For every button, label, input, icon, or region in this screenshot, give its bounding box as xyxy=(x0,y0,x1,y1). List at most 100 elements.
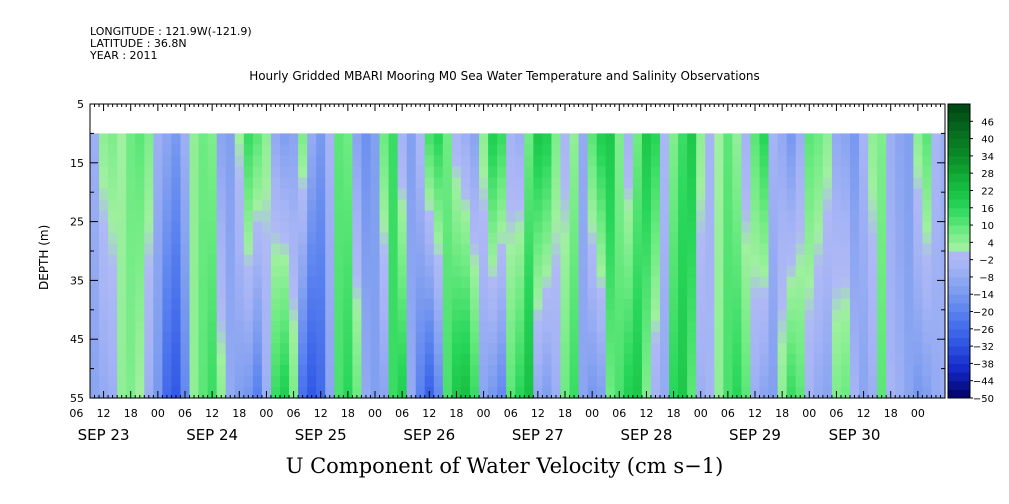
heatmap-cell xyxy=(252,254,263,267)
heatmap-cell xyxy=(641,353,652,366)
heatmap-cell xyxy=(108,254,118,267)
heatmap-cell xyxy=(777,133,788,146)
heatmap-cell xyxy=(117,342,127,355)
heatmap-cell xyxy=(587,199,598,212)
heatmap-cell xyxy=(596,353,607,366)
heatmap-cell xyxy=(298,210,308,223)
heatmap-cell xyxy=(678,177,688,190)
heatmap-cell xyxy=(108,375,118,388)
heatmap-cell xyxy=(352,342,363,355)
heatmap-cell xyxy=(587,155,598,168)
heatmap-cell xyxy=(777,309,788,322)
heatmap-cell xyxy=(687,254,697,267)
heatmap-cell xyxy=(280,155,290,168)
heatmap-cell xyxy=(877,287,887,300)
heatmap-cell xyxy=(307,155,317,168)
heatmap-cell xyxy=(108,177,118,190)
heatmap-cell xyxy=(850,309,860,322)
heatmap-cell xyxy=(822,298,833,311)
heatmap-cell xyxy=(569,155,580,168)
heatmap-cell xyxy=(460,265,471,278)
heatmap-cell xyxy=(225,386,236,399)
heatmap-cell xyxy=(252,375,263,388)
heatmap-cell xyxy=(379,276,390,289)
heatmap-cell xyxy=(650,353,661,366)
heatmap-cell xyxy=(334,320,344,333)
heatmap-cell xyxy=(578,232,589,245)
heatmap-cell xyxy=(189,320,200,333)
heatmap-cell xyxy=(126,375,136,388)
heatmap-cell xyxy=(361,276,372,289)
heatmap-cell xyxy=(822,287,833,300)
heatmap-cell xyxy=(750,144,761,157)
heatmap-cell xyxy=(280,386,290,399)
heatmap-cell xyxy=(641,133,652,146)
heatmap-cell xyxy=(850,353,860,366)
heatmap-cell xyxy=(822,155,833,168)
heatmap-cell xyxy=(225,188,236,201)
heatmap-cell xyxy=(877,353,887,366)
heatmap-cell xyxy=(650,155,661,168)
heatmap-cell xyxy=(361,133,372,146)
heatmap-cell xyxy=(270,177,281,190)
heatmap-cell xyxy=(696,364,706,377)
heatmap-cell xyxy=(171,232,182,245)
heatmap-cell xyxy=(542,309,553,322)
heatmap-cell xyxy=(243,386,254,399)
heatmap-cell xyxy=(551,177,562,190)
heatmap-cell xyxy=(289,243,299,256)
latitude-label: LATITUDE : 36.8N xyxy=(90,37,187,50)
y-tick-label: 55 xyxy=(70,392,84,405)
heatmap-cell xyxy=(334,265,344,278)
heatmap-cell xyxy=(542,331,553,344)
heatmap-cell xyxy=(234,331,245,344)
heatmap-cell xyxy=(786,353,797,366)
heatmap-cell xyxy=(144,375,154,388)
heatmap-cell xyxy=(596,133,607,146)
heatmap-cell xyxy=(270,320,281,333)
heatmap-cell xyxy=(850,221,860,234)
heatmap-cell xyxy=(162,133,173,146)
heatmap-cell xyxy=(90,342,100,355)
heatmap-cell xyxy=(207,298,218,311)
heatmap-cell xyxy=(904,375,914,388)
heatmap-cell xyxy=(144,353,154,366)
heatmap-cell xyxy=(388,177,399,190)
heatmap-cell xyxy=(542,155,553,168)
heatmap-cell xyxy=(289,177,299,190)
heatmap-cell xyxy=(759,287,770,300)
heatmap-cell xyxy=(334,166,344,179)
heatmap-cell xyxy=(605,287,616,300)
heatmap-cell xyxy=(777,375,788,388)
heatmap-cell xyxy=(343,309,353,322)
x-hour-label: 12 xyxy=(857,407,871,420)
heatmap-cell xyxy=(316,287,326,300)
heatmap-cell xyxy=(614,199,625,212)
heatmap-cell xyxy=(813,375,824,388)
heatmap-cell xyxy=(497,298,507,311)
heatmap-cell xyxy=(470,221,480,234)
heatmap-cell xyxy=(415,386,426,399)
heatmap-cell xyxy=(379,188,390,201)
heatmap-cell xyxy=(289,298,299,311)
heatmap-cell xyxy=(660,309,670,322)
heatmap-cell xyxy=(280,188,290,201)
heatmap-cell xyxy=(623,342,634,355)
heatmap-cell xyxy=(280,254,290,267)
heatmap-cell xyxy=(641,309,652,322)
heatmap-cell xyxy=(261,375,272,388)
heatmap-cell xyxy=(108,342,118,355)
colorbar-swatch xyxy=(948,294,970,304)
heatmap-cell xyxy=(913,221,923,234)
heatmap-cell xyxy=(614,287,625,300)
heatmap-cell xyxy=(705,232,715,245)
heatmap-cell xyxy=(117,375,127,388)
heatmap-cell xyxy=(298,232,308,245)
heatmap-cell xyxy=(877,243,887,256)
colorbar-tick-label: −8 xyxy=(979,273,994,284)
heatmap-cell xyxy=(886,254,896,267)
heatmap-cell xyxy=(117,320,127,333)
colorbar-swatch xyxy=(948,328,970,338)
heatmap-cell xyxy=(931,254,942,267)
heatmap-cell xyxy=(415,166,426,179)
